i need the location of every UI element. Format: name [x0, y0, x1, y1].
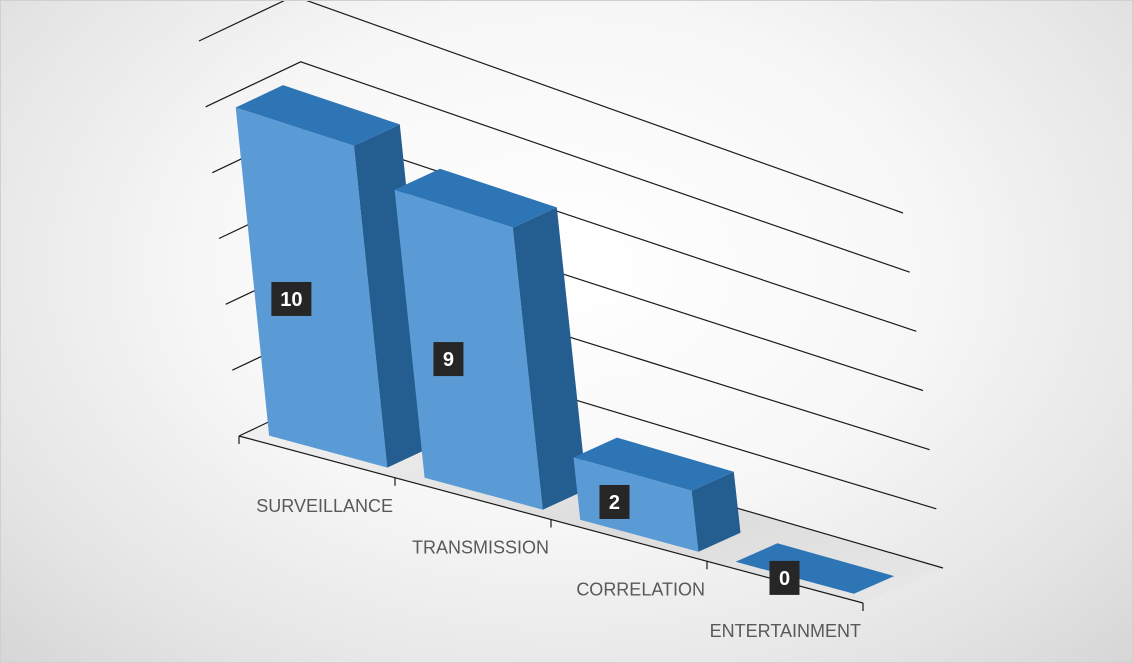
category-label: CORRELATION: [576, 579, 705, 599]
category-label: TRANSMISSION: [412, 538, 549, 558]
bar-surveillance: [235, 85, 434, 468]
bar-top-face: [735, 543, 895, 594]
bar-top-face: [573, 437, 734, 491]
data-label: 2: [599, 484, 630, 519]
data-label: 10: [271, 281, 312, 316]
data-label-box: [769, 560, 800, 595]
data-label-text: 2: [609, 492, 620, 514]
bar-front-face: [573, 457, 699, 552]
gridline: [198, 1, 904, 214]
gridline: [205, 61, 910, 273]
bar-side-face: [691, 471, 741, 552]
bar-side-face: [512, 207, 587, 510]
bar-correlation: [573, 437, 741, 552]
category-label: SURVEILLANCE: [256, 496, 393, 516]
data-label-text: 9: [443, 349, 454, 371]
data-label-box: [271, 281, 312, 316]
bar-front-face: [394, 189, 543, 510]
bar-entertainment: [735, 543, 895, 594]
category-label: ENTERTAINMENT: [710, 621, 861, 641]
bar-top-face: [235, 85, 400, 146]
data-label: 0: [769, 560, 800, 595]
data-label-box: [599, 484, 630, 519]
bar-front-face: [235, 107, 388, 468]
data-label-text: 10: [280, 289, 302, 311]
bar-transmission: [394, 168, 587, 510]
data-label-text: 0: [779, 568, 790, 590]
data-label: 9: [433, 342, 464, 377]
bar-side-face: [354, 124, 434, 468]
bar-top-face: [394, 168, 557, 228]
data-label-box: [433, 342, 464, 377]
